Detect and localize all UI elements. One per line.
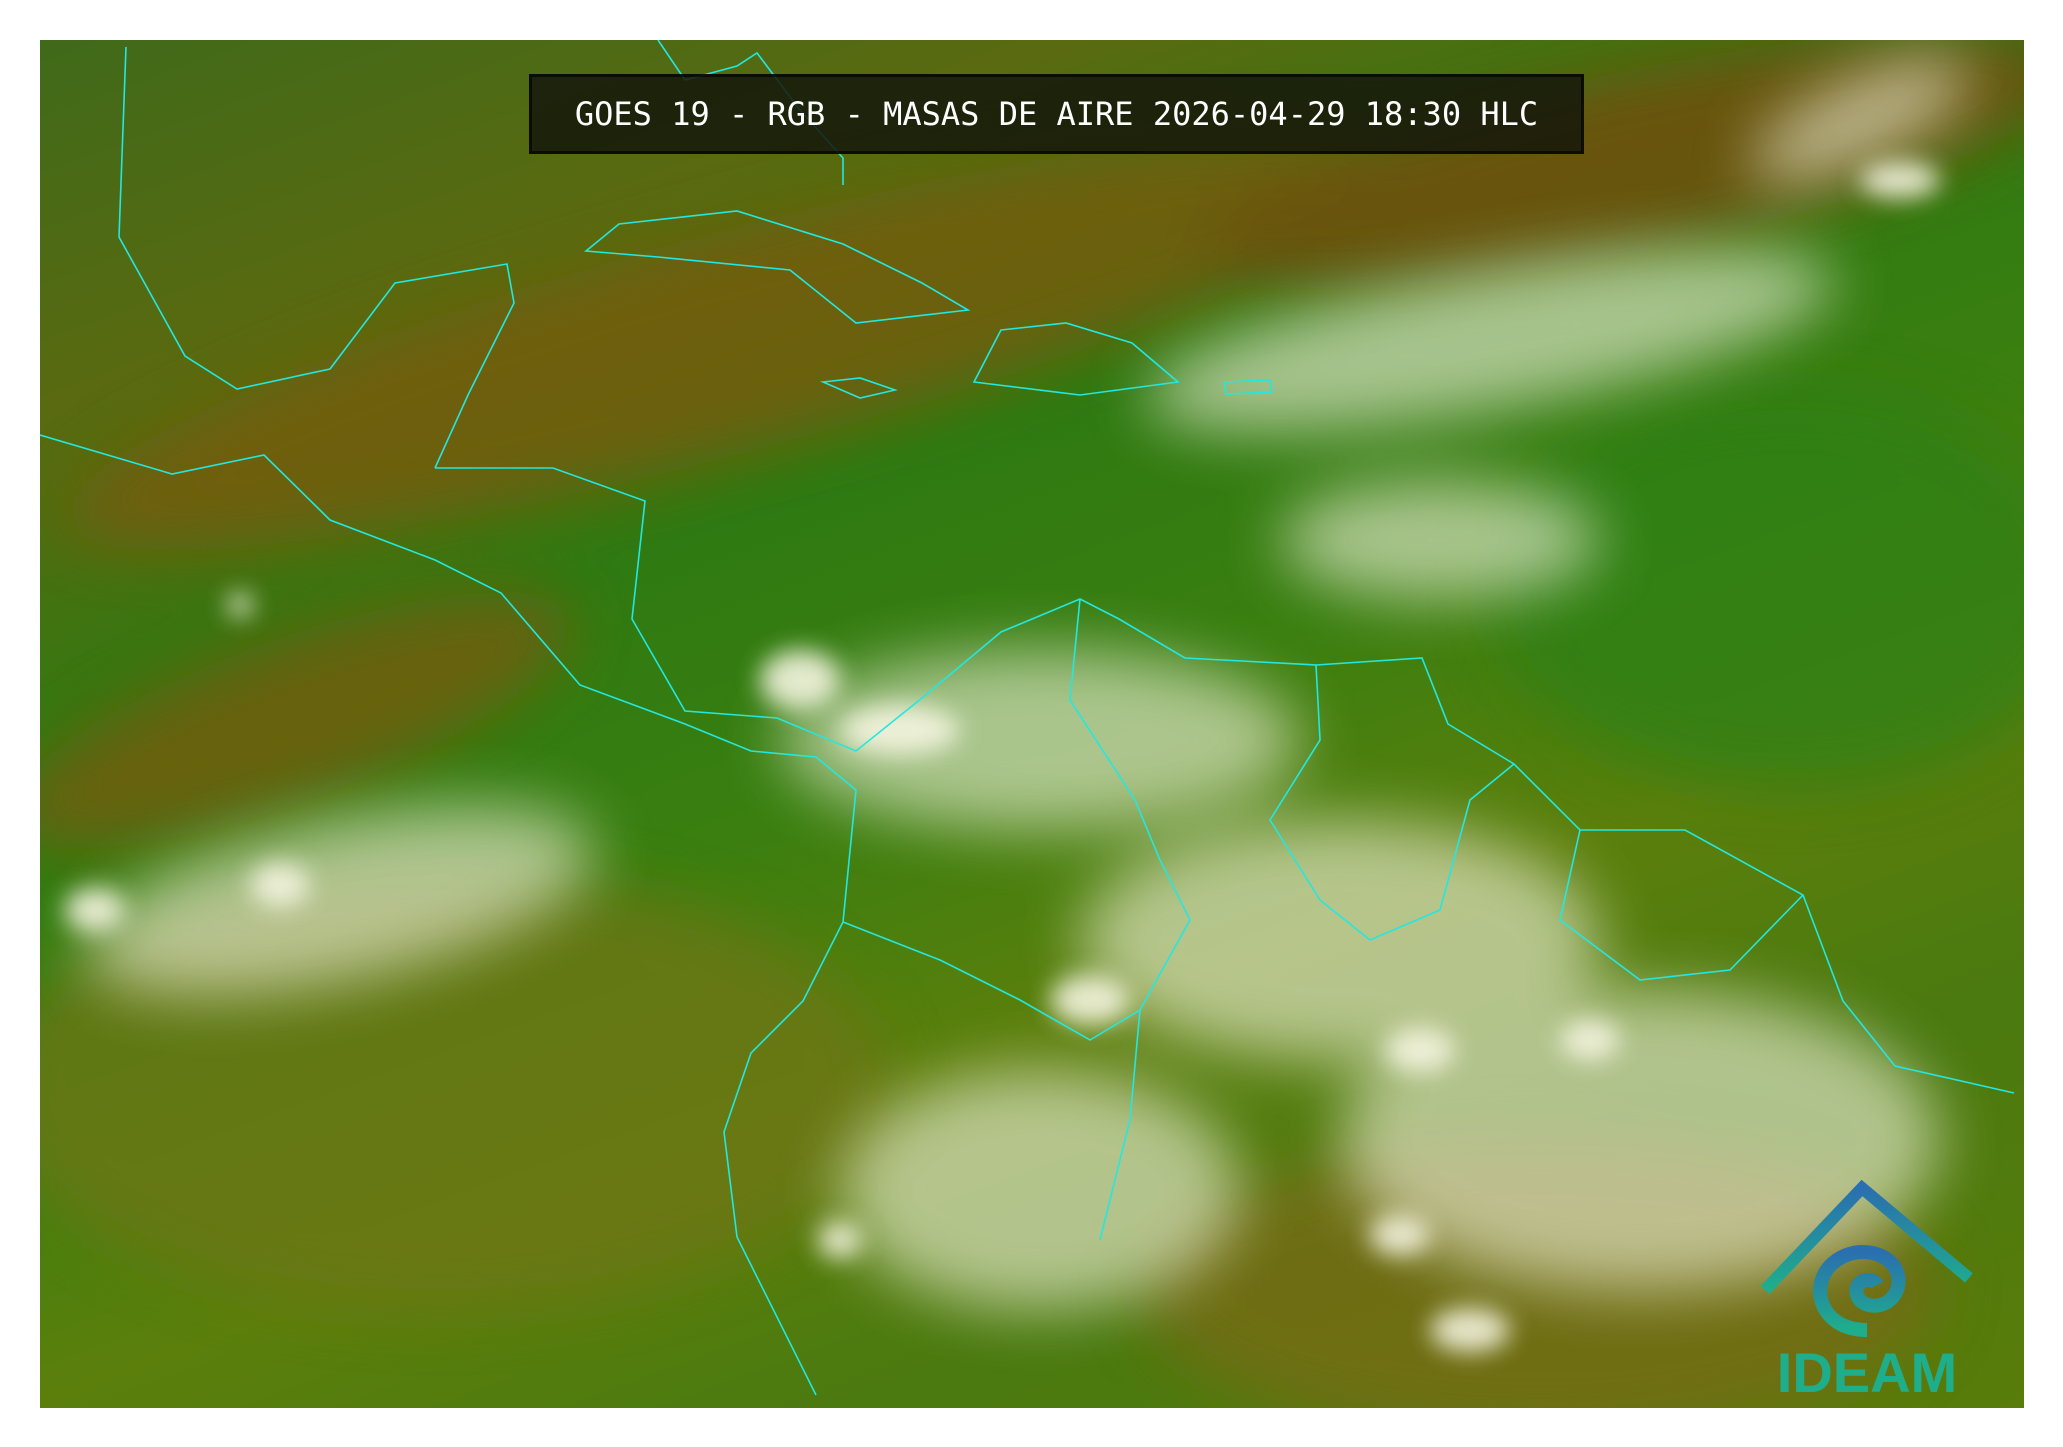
- puerto-rico: [1223, 379, 1273, 395]
- country-borders: [1069, 598, 1191, 1241]
- title-text: GOES 19 - RGB - MASAS DE AIRE 2026-04-29…: [574, 95, 1539, 133]
- cloud-fields: [65, 57, 1971, 1352]
- country-borders: [1559, 829, 1804, 981]
- satellite-rendering: [40, 40, 2024, 1408]
- cuba: [583, 210, 971, 324]
- satellite-image: [40, 40, 2024, 1408]
- country-borders: [842, 921, 1141, 1041]
- gulf-coast: [118, 46, 515, 469]
- logo-text: IDEAM: [1776, 1341, 1958, 1404]
- ideam-logo: IDEAM: [1757, 1179, 1977, 1405]
- ideam-emblem-icon: [1760, 1179, 1973, 1337]
- image-title: GOES 19 - RGB - MASAS DE AIRE 2026-04-29…: [529, 74, 1584, 154]
- hispaniola: [972, 322, 1180, 396]
- pacific-coast: [40, 434, 857, 1396]
- coastlines: [40, 40, 2015, 1396]
- country-borders: [1269, 664, 1515, 941]
- caribbean-coast: [435, 467, 2015, 1094]
- jamaica: [819, 377, 898, 399]
- airmass-shading: [40, 40, 2024, 1408]
